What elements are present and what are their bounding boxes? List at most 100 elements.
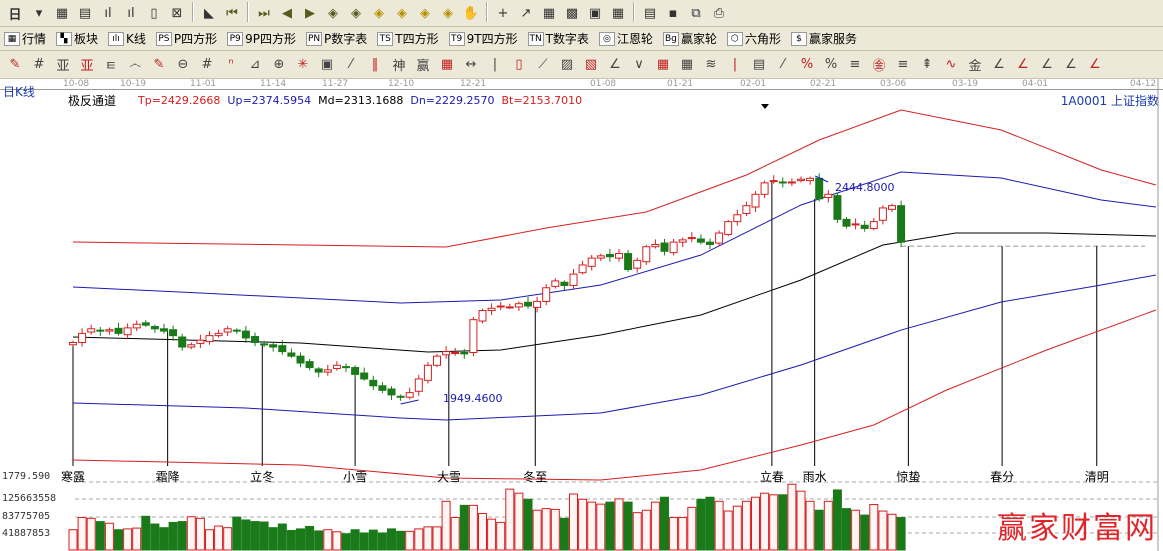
arrow-in-diamond-icon[interactable]: ◈ (397, 5, 407, 21)
drawing-tool-icon[interactable]: ∠ (1017, 57, 1029, 72)
drawing-tool-icon[interactable]: ✎ (9, 57, 21, 72)
drawing-tool-icon[interactable]: ⊿ (249, 57, 261, 72)
toolbar-item[interactable]: ▦ 行情 (4, 30, 46, 47)
drawing-tool-icon[interactable]: ∠ (1041, 57, 1053, 72)
hand-icon[interactable]: ✋ (462, 5, 480, 21)
first-icon[interactable]: ⏮ (226, 5, 238, 21)
drawing-tool-icon[interactable]: ▣ (320, 57, 334, 72)
toolbar-item[interactable]: ◎ 江恩轮 (598, 30, 653, 47)
drawing-tool-icon[interactable]: ⊖ (177, 57, 189, 72)
drawing-tool-icon[interactable]: ▦ (440, 57, 454, 72)
arrow-h-diamond-icon[interactable]: ◈ (374, 5, 384, 21)
crosshair-icon[interactable]: + (497, 5, 509, 21)
drawing-tool-icon[interactable]: ≡ (849, 57, 861, 72)
calendar-21-icon[interactable]: ▣ (588, 5, 602, 21)
drawing-tool-icon[interactable]: ㅌ (105, 59, 117, 74)
toolbar-item-label: 板块 (74, 32, 99, 46)
pattern-icon[interactable]: ▩ (565, 5, 579, 21)
toolbar-item[interactable]: P9 9P四方形 (227, 30, 296, 47)
arrow-v-diamond-icon[interactable]: ◈ (420, 5, 430, 21)
candle-body (815, 177, 824, 200)
notes-icon[interactable]: ▤ (643, 5, 657, 21)
drawing-tool-icon[interactable]: ↔ (465, 57, 477, 72)
arrow-all-diamond-icon[interactable]: ◈ (443, 5, 453, 21)
flag-icon[interactable]: ◣ (204, 5, 214, 21)
candle-dropdown-icon[interactable]: ▯ (150, 5, 158, 21)
toolbar-item[interactable]: TS T四方形 (377, 30, 439, 47)
arrow-left-diamond-icon[interactable]: ◈ (328, 5, 338, 21)
chart-icon[interactable]: ▦ (55, 5, 69, 21)
toolbar-item[interactable]: ılı K线 (108, 30, 146, 47)
drawing-tool-icon[interactable]: | (732, 57, 738, 72)
drawing-tool-icon[interactable]: ✳ (297, 57, 309, 72)
drawing-tool-icon[interactable]: 金 (968, 59, 982, 74)
drawing-tool-icon[interactable]: ⟋ (538, 57, 548, 72)
drawing-tool-icon[interactable]: ▦ (680, 57, 694, 72)
print-icon[interactable]: ⎙ (713, 5, 725, 21)
toolbar-item[interactable]: TN T数字表 (527, 30, 589, 47)
drawing-tool-icon[interactable]: ▯ (515, 57, 523, 72)
drawing-tool-icon[interactable]: ▨ (560, 57, 574, 72)
toolbar-item[interactable]: T9 9T四方形 (448, 30, 518, 47)
toolbar-item-label: 9T四方形 (466, 32, 518, 46)
solar-term-label: 春分 (990, 470, 1015, 484)
drawing-tool-icon[interactable]: ⊕ (273, 57, 285, 72)
save-icon[interactable]: ▪ (668, 5, 678, 21)
drawing-tool-icon[interactable]: ≡ (897, 57, 909, 72)
drawing-tool-icon[interactable]: ∠ (993, 57, 1005, 72)
drawing-tool-icon[interactable]: # (33, 57, 45, 72)
drawing-tool-icon[interactable]: ▤ (752, 57, 766, 72)
drawing-tool-icon[interactable]: ▧ (584, 57, 598, 72)
toolbar-item[interactable]: ▚ 板块 (56, 30, 98, 47)
line-icon[interactable]: ↗ (520, 5, 532, 21)
drawing-tool-icon[interactable]: 亚 (80, 59, 94, 74)
bar-9-icon[interactable]: ıl (127, 5, 135, 21)
right-icon[interactable]: ▶ (305, 5, 315, 21)
toolbar-item[interactable]: Bg 赢家轮 (662, 30, 717, 47)
eraser-icon[interactable]: ⊠ (171, 5, 183, 21)
date-tick: 11-27 (322, 79, 349, 89)
arrow-right-diamond-icon[interactable]: ◈ (351, 5, 361, 21)
drawing-tool-icon[interactable]: ∠ (609, 57, 621, 72)
toolbar-item[interactable]: $ 赢家服务 (790, 30, 857, 47)
candle-body (596, 255, 605, 259)
left-icon[interactable]: ◀ (282, 5, 292, 21)
last-icon[interactable]: ⏭ (258, 5, 270, 21)
drawing-tool-icon[interactable]: # (201, 57, 213, 72)
candle-body (169, 329, 178, 337)
drawing-tool-icon[interactable]: ∠ (1065, 57, 1077, 72)
period-dropdown-icon[interactable]: ▾ (35, 5, 43, 21)
low-price-label: 1949.4600 (443, 392, 503, 405)
drawing-tool-icon[interactable]: ෴ (128, 57, 142, 72)
grid-icon[interactable]: ▦ (542, 5, 556, 21)
drawing-tool-icon[interactable]: ⁿ (228, 57, 234, 72)
toolbar-item[interactable]: PN P数字表 (306, 30, 367, 47)
drawing-tool-icon[interactable]: 亚 (56, 59, 70, 74)
drawing-tool-icon[interactable]: ⇞ (921, 57, 933, 72)
drawing-tool-icon[interactable]: ‖ (371, 57, 379, 72)
drawing-tool-icon[interactable]: % (800, 57, 814, 72)
calculator-icon[interactable]: ▦ (611, 5, 625, 21)
drawing-tool-icon[interactable]: ≋ (705, 57, 717, 72)
bar-3-icon[interactable]: ıl (104, 5, 112, 21)
period-button[interactable]: 日 (8, 7, 22, 23)
drawing-tool-icon[interactable]: ▦ (656, 57, 670, 72)
drawing-tool-icon[interactable]: | (492, 57, 498, 72)
drawing-tool-icon[interactable]: % (824, 57, 838, 72)
toolbar-item[interactable]: ⬡ 六角形 (726, 30, 781, 47)
network-icon[interactable]: ⧉ (691, 5, 701, 21)
candle-body (578, 264, 587, 274)
drawing-tool-icon[interactable]: ∠ (1089, 57, 1101, 72)
calendar-icon[interactable]: ▤ (78, 5, 92, 21)
drawing-tool-icon[interactable]: ∨ (634, 57, 644, 72)
drawing-tool-icon[interactable]: ㊎ (872, 59, 886, 74)
drawing-tool-icon[interactable]: ✎ (153, 57, 165, 72)
drawing-tool-icon[interactable]: 神 (392, 59, 406, 74)
drawing-tool-icon[interactable]: ∿ (945, 57, 957, 72)
drawing-tool-icon[interactable]: ⁄ (349, 57, 353, 72)
date-tick: 12-10 (388, 79, 415, 89)
drawing-tool-icon[interactable]: ⁄ (781, 57, 785, 72)
drawing-tool-icon[interactable]: 赢 (416, 59, 430, 74)
toolbar-item[interactable]: PS P四方形 (155, 30, 217, 47)
